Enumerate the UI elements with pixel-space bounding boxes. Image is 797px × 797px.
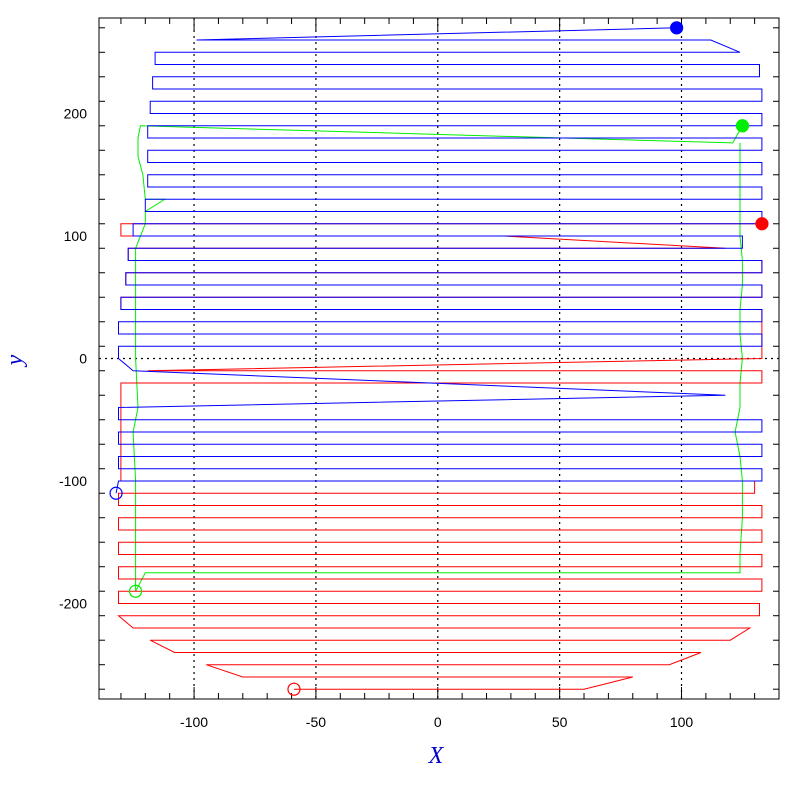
end-marker-green <box>128 584 143 598</box>
marker-group <box>109 21 769 696</box>
x-tick-label: 100 <box>670 714 694 730</box>
y-tick-label: -200 <box>59 595 87 611</box>
tick-labels: -100 -50 0 50 100 -200 -100 0 100 200 <box>59 106 693 730</box>
y-tick-label: -100 <box>59 473 87 489</box>
start-marker-blue <box>670 21 684 35</box>
y-axis-title: y <box>2 354 28 367</box>
end-marker-blue <box>109 486 123 500</box>
start-marker-green <box>735 119 750 133</box>
axis-ticks <box>99 18 779 699</box>
x-tick-label: 0 <box>434 714 442 730</box>
y-tick-label: 0 <box>79 351 87 367</box>
plot-area <box>98 17 780 700</box>
y-tick-label: 100 <box>64 228 88 244</box>
end-marker-red <box>287 682 301 696</box>
x-tick-label: 50 <box>552 714 568 730</box>
y-tick-label: 200 <box>64 106 88 122</box>
x-tick-label: -50 <box>306 714 326 730</box>
x-axis-title: X <box>428 743 445 769</box>
series-line-blue <box>115 27 763 494</box>
x-tick-label: -100 <box>180 714 208 730</box>
start-marker-red <box>755 217 769 231</box>
series-group <box>115 27 763 690</box>
